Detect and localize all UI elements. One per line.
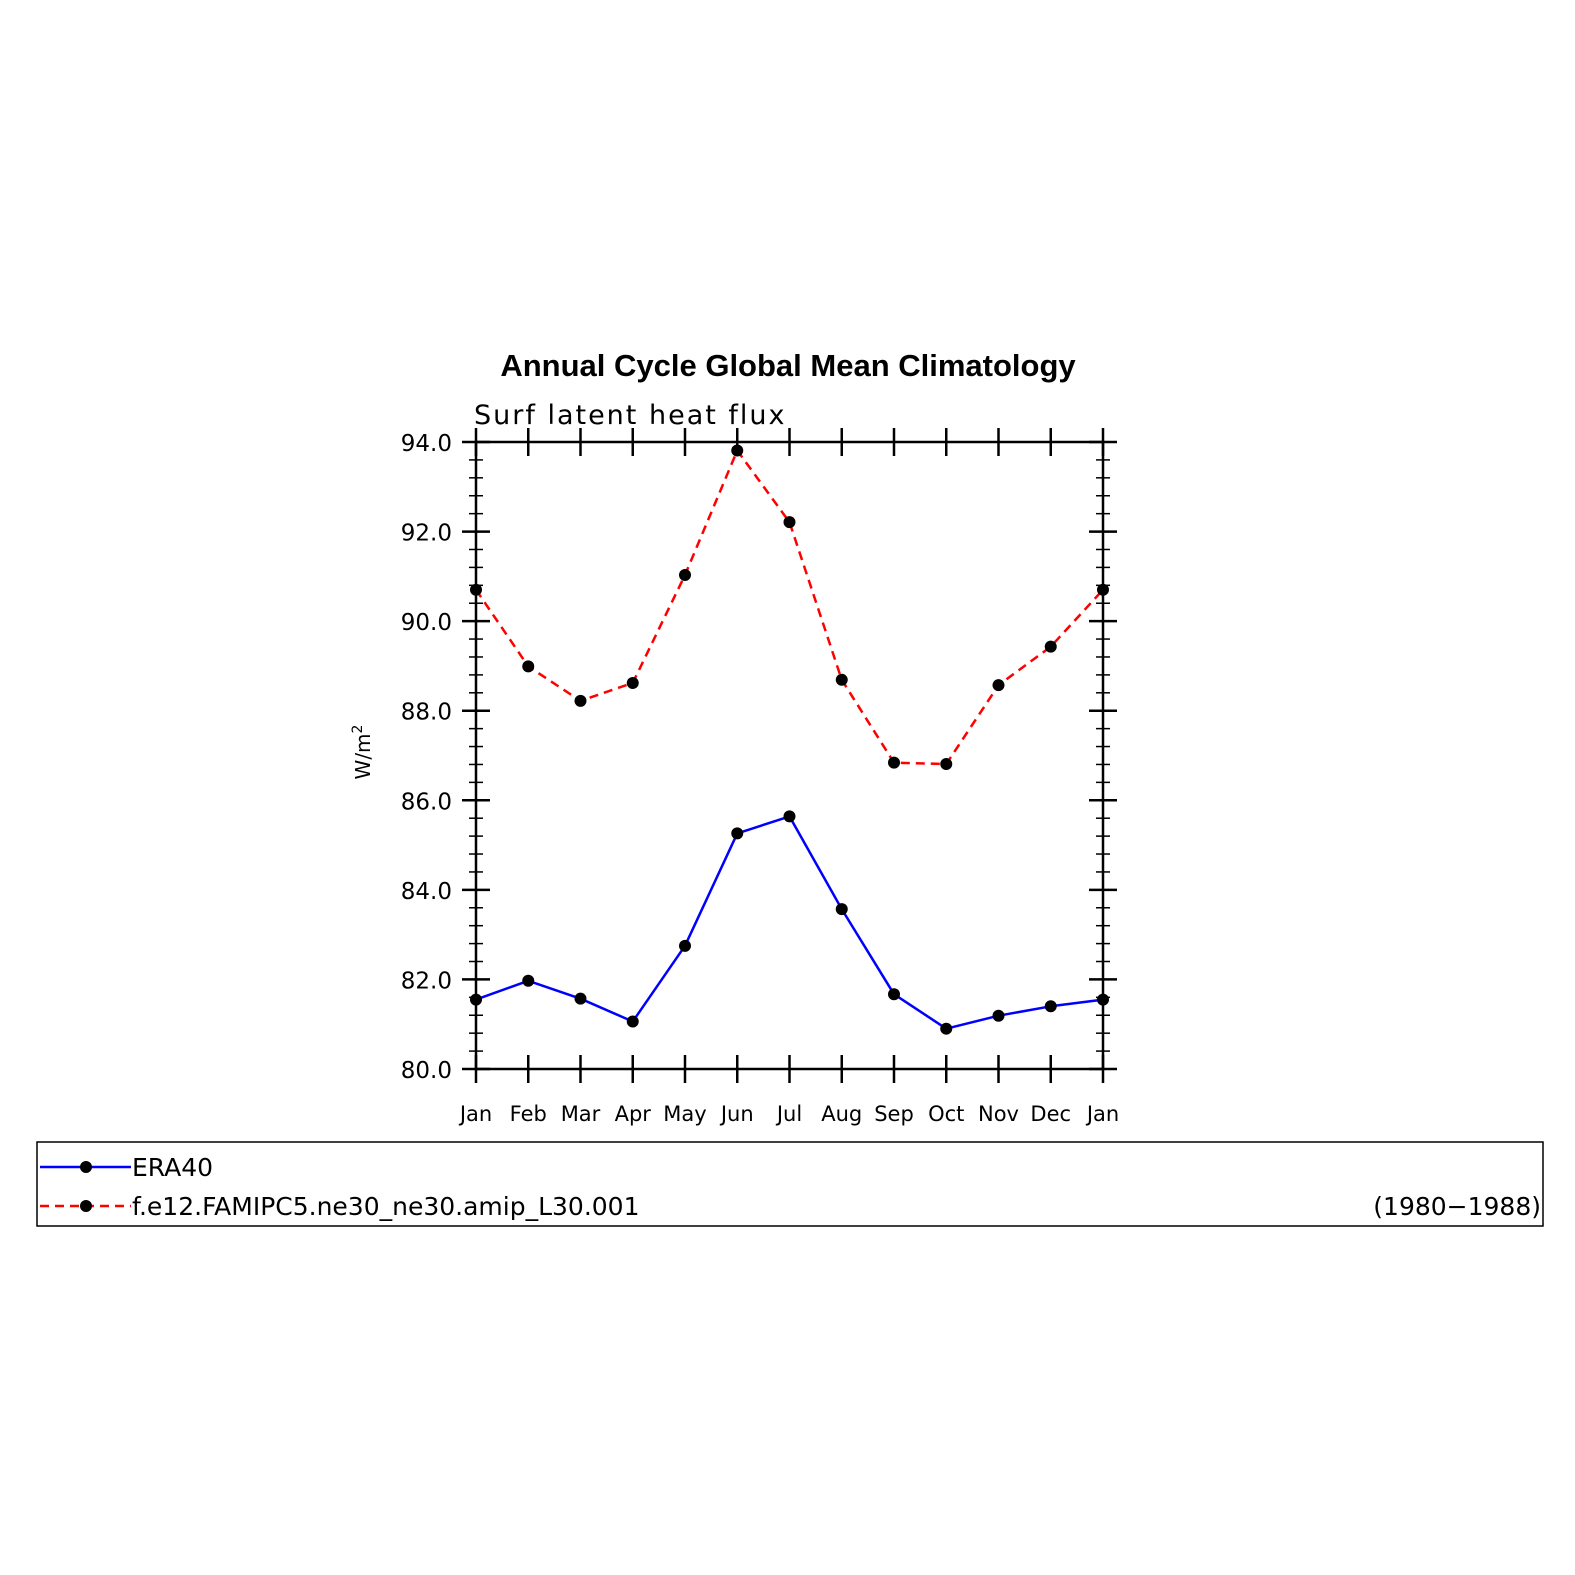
y-tick-labels: 80.0 82.0 84.0 86.0 88.0 90.0 92.0 94.0 <box>401 431 452 1084</box>
data-point-era40 <box>1044 1000 1057 1013</box>
series-markers <box>470 444 1109 1035</box>
data-point-model <box>522 660 535 673</box>
x-tick-label: Dec <box>1030 1102 1071 1126</box>
data-point-model <box>940 758 953 771</box>
data-point-era40 <box>522 974 535 987</box>
y-tick-label: 86.0 <box>401 789 452 815</box>
y-tick-label: 90.0 <box>401 610 452 636</box>
data-point-era40 <box>1097 993 1109 1006</box>
y-tick-label: 88.0 <box>401 700 452 726</box>
y-axis-label-superscript: 2 <box>350 725 366 734</box>
data-point-model <box>888 756 900 769</box>
x-tick-label: Oct <box>928 1102 964 1126</box>
data-point-era40 <box>835 903 848 916</box>
data-point-era40 <box>470 993 482 1006</box>
y-axis-label-unit: W/m <box>351 733 375 779</box>
data-point-model <box>992 679 1005 692</box>
legend-box <box>36 1141 1544 1227</box>
data-point-model <box>835 673 848 686</box>
legend-marker-model <box>80 1200 92 1212</box>
legend-label-model: f.e12.FAMIPC5.ne30_ne30.amip_L30.001 <box>132 1192 640 1221</box>
x-tick-labels: Jan Feb Mar Apr May Jun Jul Aug Sep Oct Nov Dec Jan <box>458 1102 1119 1126</box>
x-tick-label: Sep <box>874 1102 914 1126</box>
y-tick-label: 84.0 <box>401 879 452 905</box>
data-point-era40 <box>679 939 691 952</box>
legend: ERA40 f.e12.FAMIPC5.ne30_ne30.amip_L30.0… <box>36 1141 1544 1227</box>
x-tick-label: Feb <box>510 1102 547 1126</box>
x-tick-label: Jun <box>719 1102 754 1126</box>
legend-label-era40: ERA40 <box>132 1153 213 1182</box>
x-tick-label: Apr <box>615 1102 652 1126</box>
legend-period: (1980−1988) <box>1373 1192 1541 1221</box>
series-line-era40 <box>475 815 1104 1030</box>
y-tick-label: 94.0 <box>401 431 452 457</box>
chart-title: Annual Cycle Global Mean Climatology <box>500 348 1076 383</box>
data-point-model <box>679 569 691 582</box>
data-point-era40 <box>574 992 587 1005</box>
chart-subtitle: Surf latent heat flux <box>474 400 787 431</box>
x-tick-label: Mar <box>561 1102 601 1126</box>
x-tick-label: Nov <box>978 1102 1019 1126</box>
data-point-era40 <box>731 827 744 840</box>
data-point-model <box>1097 583 1109 596</box>
data-point-era40 <box>888 988 900 1001</box>
data-point-model <box>1044 640 1057 653</box>
data-point-era40 <box>940 1022 953 1035</box>
data-point-era40 <box>783 810 796 823</box>
x-tick-label: May <box>663 1102 706 1126</box>
x-tick-label: Aug <box>821 1102 862 1126</box>
x-tick-label: Jan <box>458 1102 492 1126</box>
series-lines <box>474 449 1104 1030</box>
data-point-era40 <box>626 1015 639 1028</box>
axis-ticks <box>462 428 1117 1083</box>
data-point-model <box>731 444 744 457</box>
y-axis-label: W/m2 <box>350 725 375 780</box>
data-point-model <box>783 516 796 529</box>
data-point-model <box>626 676 639 689</box>
x-tick-label: Jan <box>1085 1102 1119 1126</box>
data-point-model <box>574 694 587 707</box>
data-point-era40 <box>992 1009 1005 1022</box>
series-line-model <box>474 449 1104 766</box>
data-point-model <box>470 583 482 596</box>
plot-frame <box>474 440 1105 1071</box>
legend-marker-era40 <box>80 1161 92 1173</box>
y-tick-label: 82.0 <box>401 968 452 994</box>
y-tick-label: 92.0 <box>401 521 452 547</box>
x-tick-label: Jul <box>775 1102 802 1126</box>
y-tick-label: 80.0 <box>401 1058 452 1084</box>
